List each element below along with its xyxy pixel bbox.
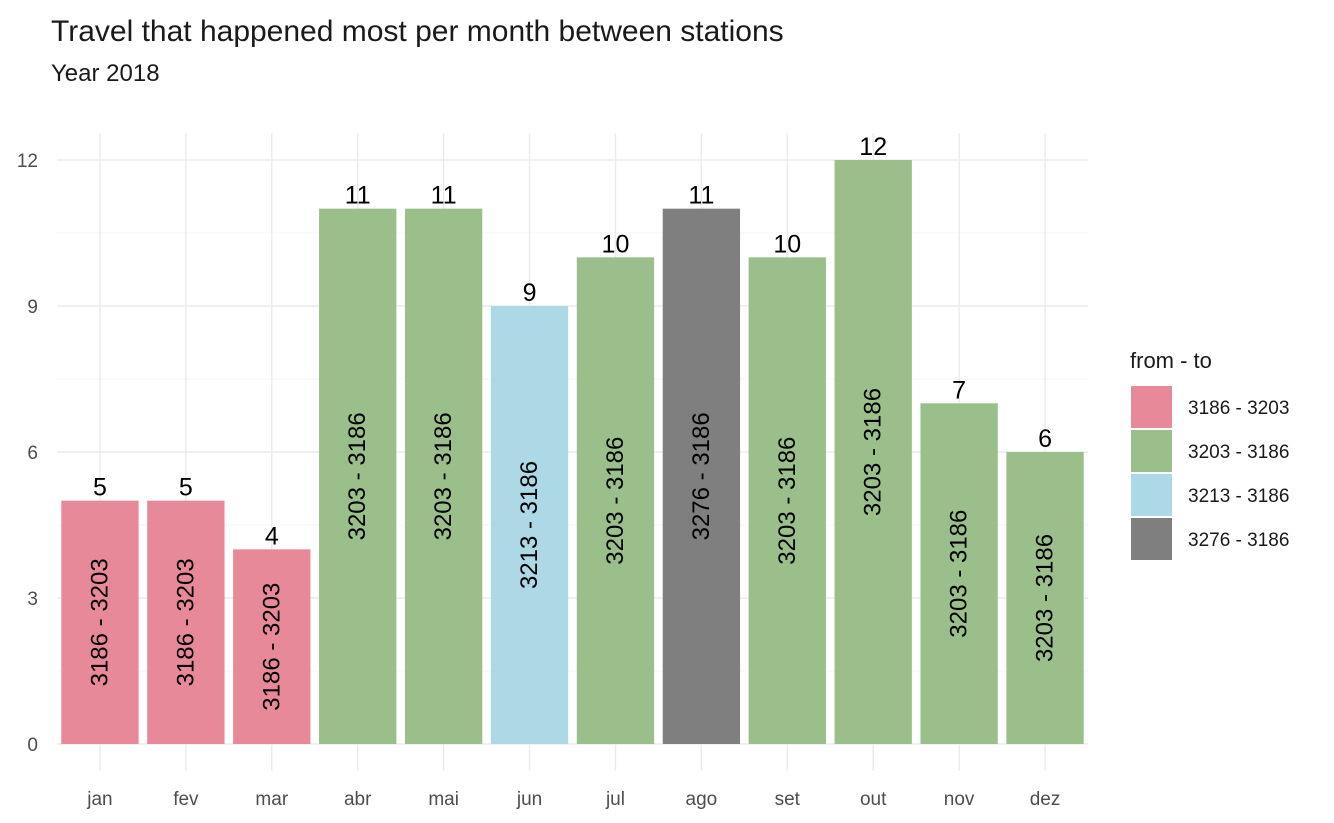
legend-label: 3186 - 3203 [1188, 398, 1289, 419]
bar [404, 208, 483, 744]
bar-value-label: 4 [265, 522, 279, 550]
bar [490, 306, 569, 744]
bar-route-label: 3186 - 3203 [258, 583, 285, 711]
x-tick-label: mar [255, 789, 288, 810]
y-tick-label: 9 [27, 297, 38, 318]
y-tick-label: 0 [27, 735, 38, 756]
chart-subtitle: Year 2018 [51, 60, 160, 87]
bar-route-label: 3203 - 3186 [1032, 534, 1059, 662]
bar-value-label: 11 [345, 182, 371, 210]
bars: 5 3186 - 3203 5 3186 - 3203 4 3186 - 3203 11 32… [61, 133, 1084, 744]
bar-route-label: 3203 - 3186 [344, 412, 371, 540]
bar [1006, 452, 1084, 744]
legend-swatch [1131, 518, 1172, 560]
bar-value-label: 5 [93, 474, 107, 502]
bar [147, 500, 225, 744]
x-tick-label: mai [428, 789, 459, 810]
legend-label: 3203 - 3186 [1188, 442, 1289, 463]
bar-route-label: 3186 - 3203 [172, 558, 199, 686]
bar-route-label: 3203 - 3186 [602, 437, 629, 565]
legend-swatch [1131, 386, 1172, 428]
bar-route-label: 3276 - 3186 [688, 412, 715, 540]
x-tick-label: dez [1030, 789, 1061, 810]
y-tick-label: 3 [27, 589, 38, 610]
bar [920, 403, 998, 744]
x-tick-label: out [860, 789, 887, 810]
chart-title: Travel that happened most per month betw… [51, 15, 784, 48]
bar-value-label: 11 [431, 182, 457, 210]
bar-route-label: 3203 - 3186 [774, 437, 801, 565]
x-tick-label: set [775, 789, 801, 810]
bar-value-label: 9 [523, 279, 537, 307]
legend-label: 3213 - 3186 [1188, 486, 1289, 507]
x-tick-label: fev [173, 789, 199, 810]
bar-value-label: 10 [602, 230, 630, 258]
y-tick-label: 6 [27, 443, 38, 464]
bar [834, 160, 912, 744]
x-tick-label: nov [944, 789, 975, 810]
legend-swatch [1131, 474, 1172, 516]
x-tick-label: jun [516, 789, 542, 810]
x-axis: jan fev mar abr mai jun jul ago set out nov dez [86, 789, 1060, 810]
legend: from - to 3186 - 3203 3203 - 3186 3213 - 3… [1130, 348, 1289, 560]
legend-swatch [1131, 430, 1172, 472]
bar-route-label: 3203 - 3186 [430, 412, 457, 540]
y-axis: 0 3 6 9 12 [17, 151, 38, 756]
bar-value-label: 10 [773, 230, 801, 258]
bar-route-label: 3203 - 3186 [860, 388, 887, 516]
bar-value-label: 6 [1038, 425, 1052, 453]
legend-label: 3276 - 3186 [1188, 530, 1289, 551]
bar [748, 257, 826, 744]
x-tick-label: abr [344, 789, 372, 810]
bar-value-label: 5 [179, 474, 193, 502]
x-tick-label: jul [605, 789, 625, 810]
bar [662, 208, 741, 744]
bar [576, 257, 655, 744]
x-tick-label: jan [86, 789, 112, 810]
y-tick-label: 12 [17, 151, 38, 172]
bar [233, 549, 311, 744]
legend-title: from - to [1130, 348, 1212, 373]
bar [319, 208, 397, 744]
bar-value-label: 7 [952, 376, 966, 404]
bar-route-label: 3186 - 3203 [86, 558, 113, 686]
bar-route-label: 3213 - 3186 [516, 461, 543, 589]
bar-value-label: 11 [688, 182, 714, 210]
x-tick-label: ago [686, 789, 718, 810]
bar-value-label: 12 [859, 133, 887, 161]
bar [61, 500, 139, 744]
bar-route-label: 3203 - 3186 [946, 510, 973, 638]
